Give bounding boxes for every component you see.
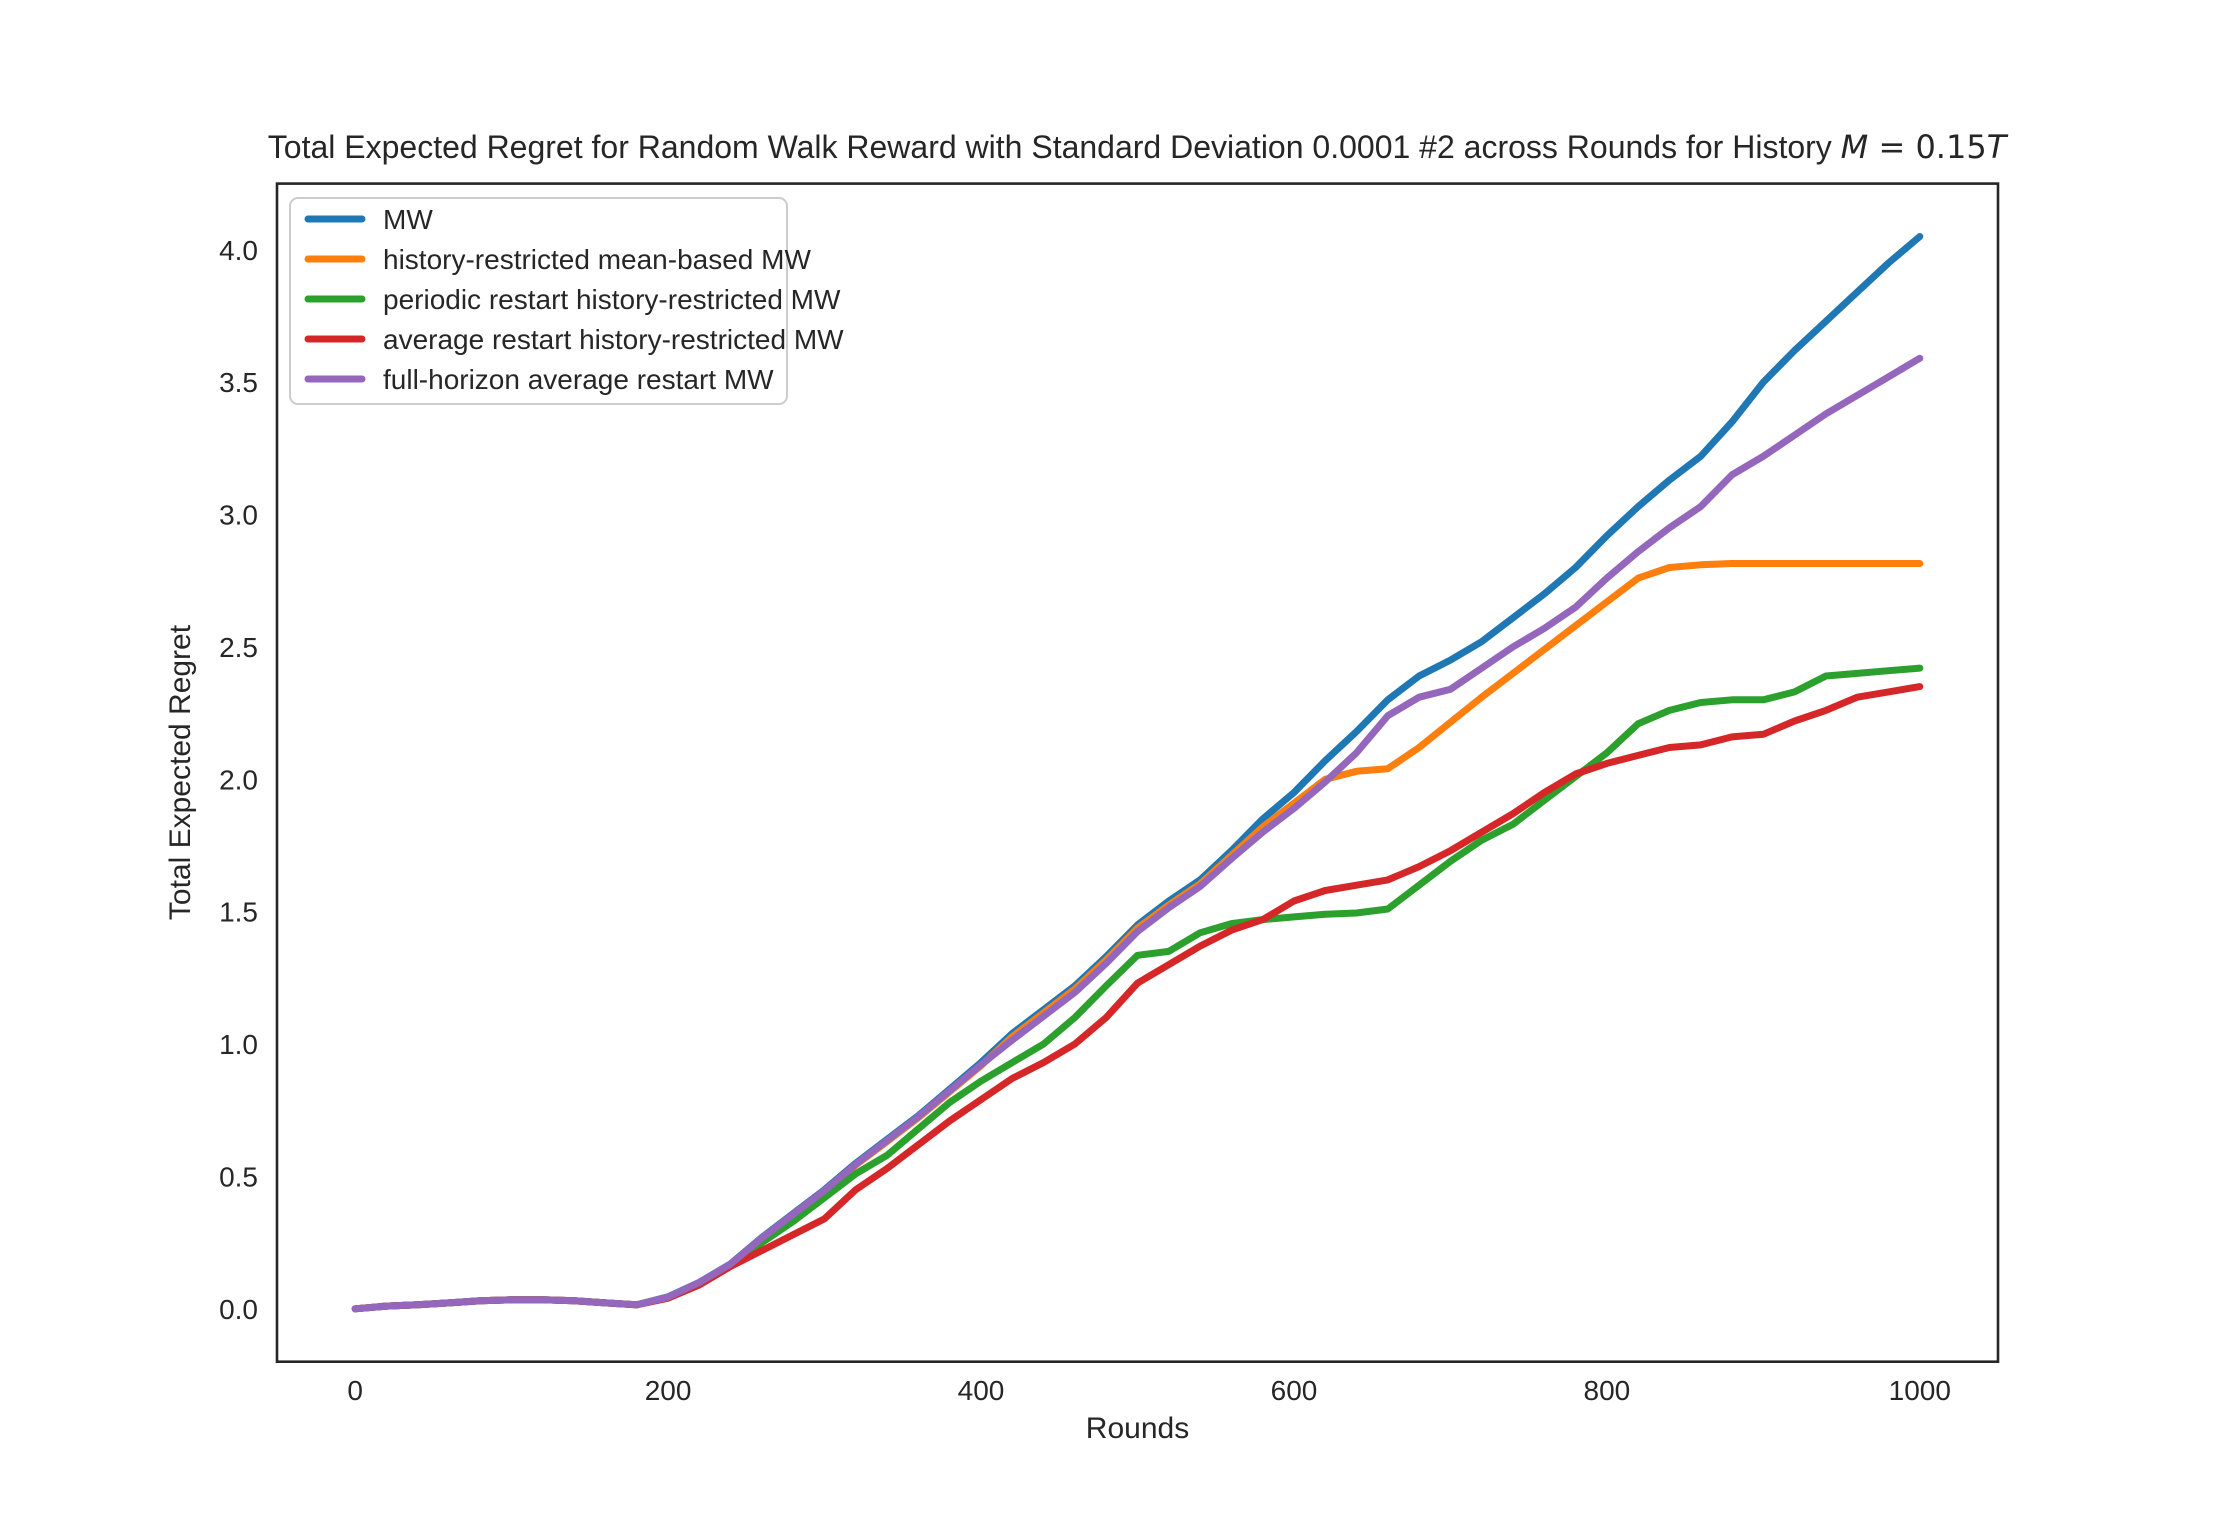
x-axis-tick-labels: 0 200 400 600 800 1000	[347, 1375, 1951, 1406]
y-tick-label: 3.0	[219, 500, 258, 531]
x-tick-label: 800	[1584, 1375, 1631, 1406]
series-line-full-horizon-average-restart-mw	[351, 354, 1924, 1313]
y-tick-label: 2.5	[219, 632, 258, 663]
chart-title: Total Expected Regret for Random Walk Re…	[268, 128, 2009, 166]
y-tick-label: 1.0	[219, 1029, 258, 1060]
y-tick-label: 4.0	[219, 235, 258, 266]
legend: MW history-restricted mean-based MW period…	[289, 197, 844, 405]
legend-label-periodic-restart-history-restricted-mw: periodic restart history-restricted MW	[383, 284, 841, 315]
y-axis-tick-labels: 0.0 0.5 1.0 1.5 2.0 2.5 3.0 3.5 4.0	[219, 235, 258, 1325]
x-tick-label: 200	[645, 1375, 692, 1406]
x-tick-label: 0	[347, 1375, 363, 1406]
chart-title-text: Total Expected Regret for Random Walk Re…	[268, 129, 1841, 165]
legend-label-full-horizon-average-restart-mw: full-horizon average restart MW	[383, 364, 774, 395]
legend-label-mw: MW	[383, 204, 433, 235]
legend-box	[289, 197, 788, 405]
chart-title-math-mid: = 0.15	[1868, 128, 1986, 166]
y-tick-label: 3.5	[219, 367, 258, 398]
y-tick-label: 2.0	[219, 764, 258, 795]
y-axis-label: Total Expected Regret	[164, 624, 197, 920]
series-lines	[351, 233, 1924, 1313]
x-axis-label: Rounds	[1086, 1412, 1189, 1445]
x-tick-label: 1000	[1889, 1375, 1951, 1406]
legend-items: MW history-restricted mean-based MW period…	[304, 204, 844, 395]
legend-label-average-restart-history-restricted-mw: average restart history-restricted MW	[383, 324, 844, 355]
plot-area-border	[275, 182, 2000, 1363]
chart-title-math-var2: T	[1987, 128, 2009, 166]
y-tick-label: 0.0	[219, 1294, 258, 1325]
y-tick-label: 1.5	[219, 897, 258, 928]
x-tick-label: 400	[958, 1375, 1005, 1406]
x-tick-label: 600	[1271, 1375, 1318, 1406]
chart-title-math-var1: M	[1841, 128, 1869, 166]
y-tick-label: 0.5	[219, 1161, 258, 1192]
legend-label-history-restricted-mean-based-mw: history-restricted mean-based MW	[383, 244, 811, 275]
